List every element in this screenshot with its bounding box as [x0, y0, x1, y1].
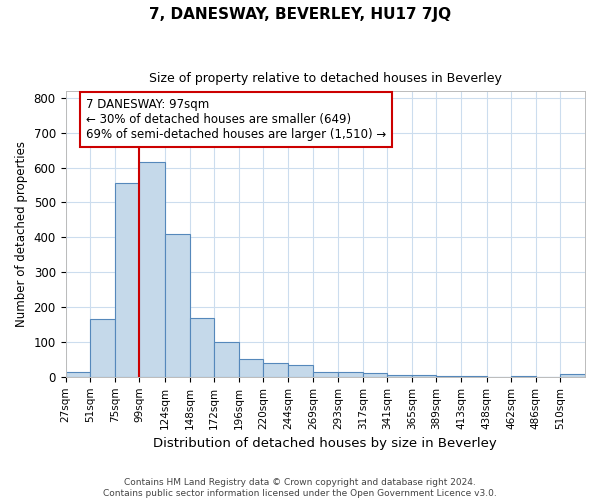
X-axis label: Distribution of detached houses by size in Beverley: Distribution of detached houses by size … — [154, 437, 497, 450]
Bar — [412, 375, 436, 377]
Bar — [65, 372, 90, 377]
Title: Size of property relative to detached houses in Beverley: Size of property relative to detached ho… — [149, 72, 502, 86]
Bar — [461, 376, 487, 377]
Bar — [190, 318, 214, 377]
Bar — [288, 366, 313, 377]
Bar — [338, 372, 362, 377]
Y-axis label: Number of detached properties: Number of detached properties — [15, 141, 28, 327]
Bar — [387, 375, 412, 377]
Bar — [263, 363, 288, 377]
Bar — [239, 360, 263, 377]
Bar — [313, 372, 338, 377]
Bar — [165, 234, 190, 377]
Text: Contains HM Land Registry data © Crown copyright and database right 2024.
Contai: Contains HM Land Registry data © Crown c… — [103, 478, 497, 498]
Bar — [362, 374, 387, 377]
Bar — [436, 376, 461, 377]
Bar — [139, 162, 165, 377]
Bar — [511, 376, 536, 377]
Bar — [90, 320, 115, 377]
Text: 7, DANESWAY, BEVERLEY, HU17 7JQ: 7, DANESWAY, BEVERLEY, HU17 7JQ — [149, 8, 451, 22]
Bar — [115, 184, 139, 377]
Bar — [214, 342, 239, 377]
Text: 7 DANESWAY: 97sqm
← 30% of detached houses are smaller (649)
69% of semi-detache: 7 DANESWAY: 97sqm ← 30% of detached hous… — [86, 98, 386, 141]
Bar — [560, 374, 585, 377]
